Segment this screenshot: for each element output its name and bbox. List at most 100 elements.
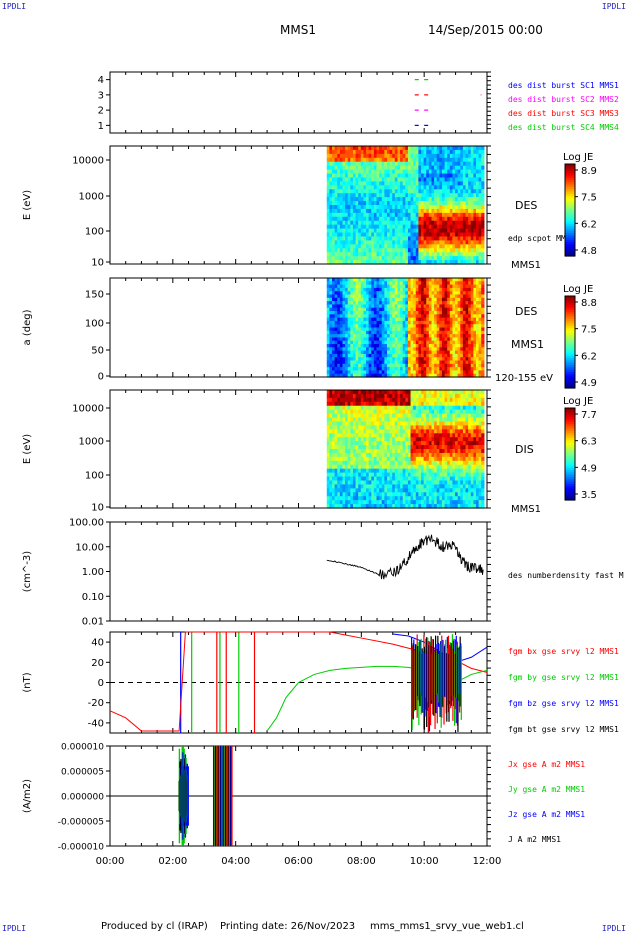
spectrogram-cell bbox=[379, 468, 383, 474]
spectrogram-cell bbox=[371, 360, 375, 365]
colorbar-cell bbox=[565, 244, 575, 248]
spectrogram-cell bbox=[462, 260, 467, 265]
spectrogram-cell bbox=[389, 449, 393, 454]
spectrogram-cell bbox=[423, 314, 427, 319]
spectrogram-cell bbox=[400, 252, 404, 257]
spectrogram-cell bbox=[389, 284, 393, 289]
spectrogram-cell bbox=[441, 287, 446, 292]
spectrogram-cell bbox=[470, 216, 474, 222]
spectrogram-cell bbox=[342, 488, 346, 493]
spectrogram-cell bbox=[329, 441, 333, 446]
spectrogram-cell bbox=[455, 367, 459, 371]
spectrogram-cell bbox=[418, 357, 422, 362]
spectrogram-cell bbox=[342, 284, 346, 289]
spectrogram-cell bbox=[481, 248, 485, 253]
spectrogram-cell bbox=[386, 353, 391, 358]
spectrogram-cell bbox=[350, 405, 354, 411]
spectrogram-cell bbox=[342, 193, 346, 198]
spectrogram-cell bbox=[381, 212, 385, 218]
spectrogram-cell bbox=[392, 363, 396, 368]
spectrogram-cell bbox=[481, 236, 485, 241]
spectrogram-cell bbox=[371, 169, 375, 175]
colorbar-cell bbox=[565, 187, 575, 190]
spectrogram-cell bbox=[444, 340, 448, 345]
spectrogram-cell bbox=[460, 228, 464, 234]
spectrogram-cell bbox=[439, 294, 443, 299]
spectrogram-cell bbox=[386, 413, 391, 419]
spectrogram-cell bbox=[386, 472, 391, 478]
spectrogram-cell bbox=[394, 256, 399, 261]
spectrogram-cell bbox=[410, 201, 414, 206]
spectrogram-cell bbox=[455, 185, 459, 190]
spectrogram-cell bbox=[373, 421, 378, 426]
spectrogram-cell bbox=[441, 212, 446, 218]
spectrogram-cell bbox=[470, 165, 474, 171]
spectrogram-cell bbox=[428, 301, 433, 305]
spectrogram-cell bbox=[334, 429, 338, 434]
spectrogram-cell bbox=[436, 287, 440, 292]
spectrogram-cell bbox=[415, 278, 420, 282]
spectrogram-cell bbox=[455, 307, 459, 312]
spectrogram-cell bbox=[441, 240, 446, 245]
spectrogram-cell bbox=[418, 244, 422, 249]
spectrogram-cell bbox=[407, 189, 412, 194]
spectrogram-cell bbox=[428, 244, 433, 249]
colorbar-cell bbox=[565, 200, 575, 204]
spectrogram-cell bbox=[410, 311, 414, 315]
spectrogram-cell bbox=[470, 161, 474, 167]
spectrogram-cell bbox=[413, 208, 417, 214]
spectrogram-cell bbox=[397, 244, 401, 249]
spectrogram-cell bbox=[352, 260, 357, 265]
spectrogram-cell bbox=[455, 146, 459, 151]
spectrogram-cell bbox=[379, 433, 383, 438]
spectrogram-cell bbox=[402, 334, 406, 338]
spectrogram-cell bbox=[392, 353, 396, 358]
spectrogram-cell bbox=[407, 169, 412, 175]
spectrogram-cell bbox=[444, 208, 448, 214]
colorbar-cell bbox=[565, 346, 575, 350]
panel-1-frame bbox=[109, 71, 488, 134]
spectrogram-cell bbox=[373, 248, 378, 253]
spectrogram-cell bbox=[400, 337, 404, 342]
spectrogram-cell bbox=[381, 390, 385, 395]
spectrogram-cell bbox=[410, 228, 414, 234]
spectrogram-cell bbox=[431, 205, 435, 210]
spectrogram-cell bbox=[339, 248, 344, 253]
spectrogram-cell bbox=[326, 240, 330, 245]
spectrogram-cell bbox=[441, 153, 446, 159]
spectrogram-cell bbox=[423, 165, 427, 171]
spectrogram-cell bbox=[452, 197, 456, 202]
spectrogram-cell bbox=[334, 456, 338, 462]
spectrogram-cell bbox=[452, 297, 456, 302]
spectrogram-cell bbox=[363, 161, 367, 167]
spectrogram-cell bbox=[439, 189, 443, 194]
spectrogram-cell bbox=[389, 228, 393, 234]
spectrogram-cell bbox=[358, 350, 362, 355]
spectrogram-cell bbox=[431, 197, 435, 202]
spectrogram-cell bbox=[358, 340, 362, 345]
spectrogram-cell bbox=[405, 363, 409, 368]
spectrogram-cell bbox=[381, 157, 385, 163]
spectrogram-cell bbox=[334, 504, 338, 509]
spectrogram-cell bbox=[460, 334, 464, 338]
spectrogram-cell bbox=[462, 228, 467, 234]
spectrogram-cell bbox=[337, 337, 341, 342]
spectrogram-cell bbox=[363, 496, 367, 501]
spectrogram-cell bbox=[426, 281, 430, 286]
spectrogram-cell bbox=[360, 433, 365, 438]
spectrogram-cell bbox=[350, 281, 354, 286]
spectrogram-cell bbox=[436, 220, 440, 226]
scpot-label: edp scpot MMS1 bbox=[508, 234, 576, 243]
spectrogram-cell bbox=[366, 350, 370, 355]
spectrogram-cell bbox=[389, 149, 393, 155]
spectrogram-cell bbox=[342, 357, 346, 362]
spectrogram-cell bbox=[397, 337, 401, 342]
spectrogram-cell bbox=[342, 327, 346, 332]
spectrogram-cell bbox=[473, 244, 477, 249]
spectrogram-cell bbox=[368, 220, 372, 226]
spectrogram-cell bbox=[436, 205, 440, 210]
spectrogram-cell bbox=[358, 405, 362, 411]
spectrogram-cell bbox=[376, 350, 380, 355]
spectrogram-cell bbox=[363, 334, 367, 338]
spectrogram-cell bbox=[379, 287, 383, 292]
